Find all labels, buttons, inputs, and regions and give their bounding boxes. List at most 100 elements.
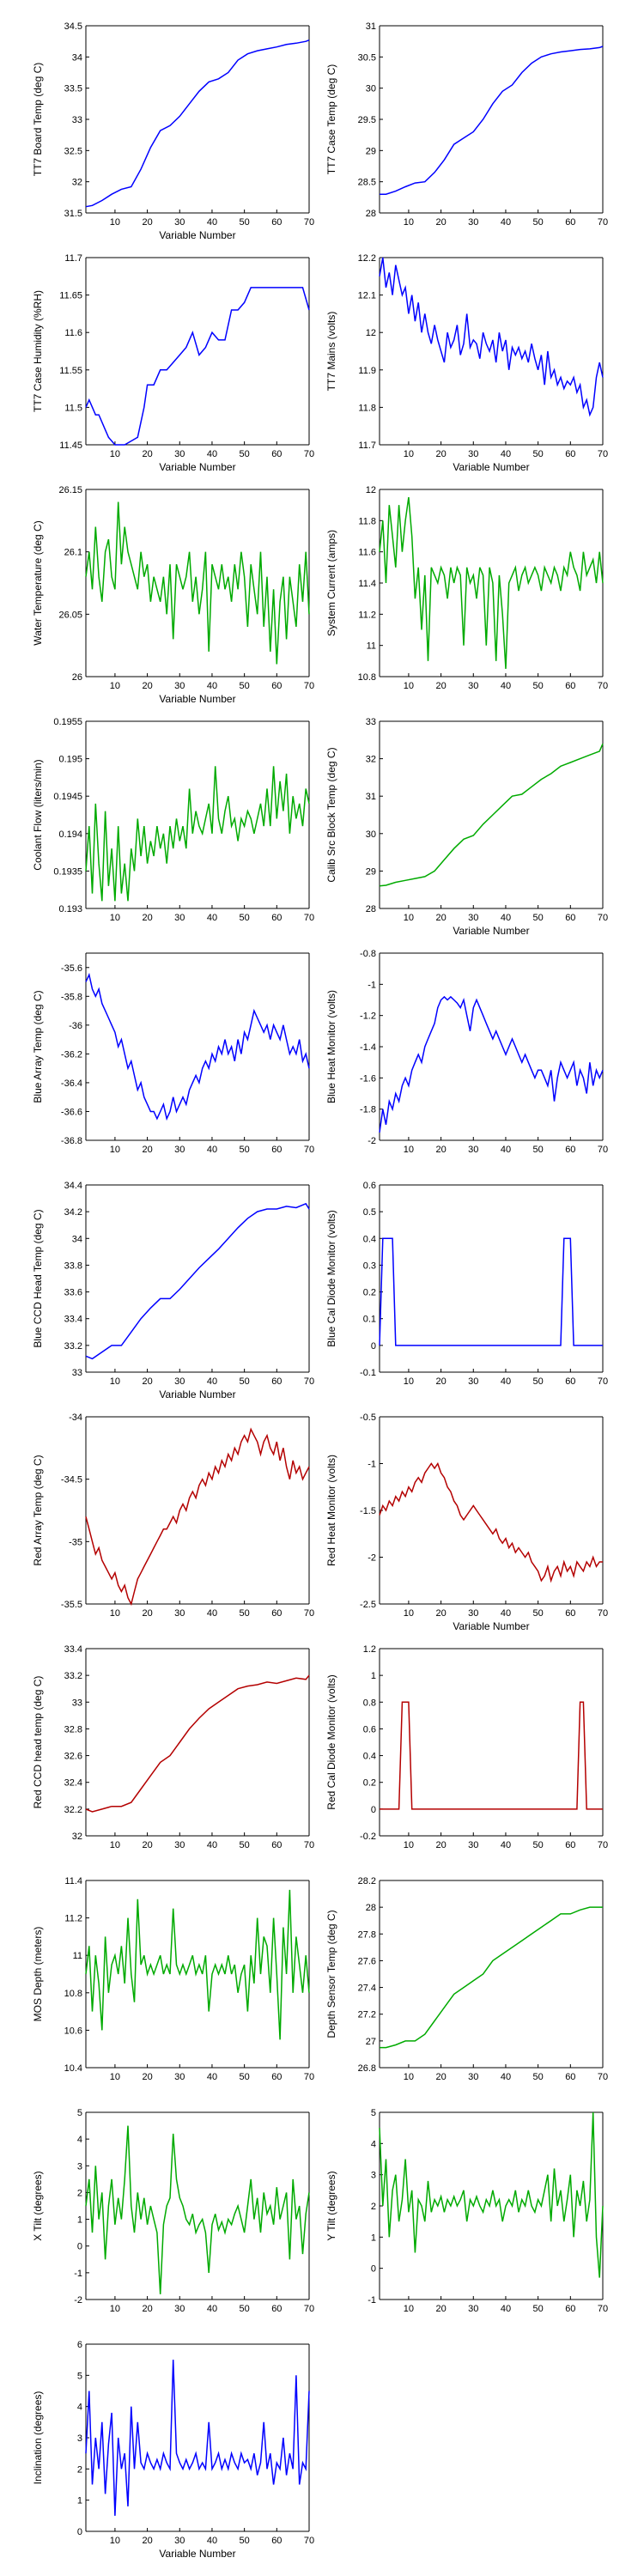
- series-line: [85, 1674, 310, 1813]
- y-tick-label: 32: [72, 178, 82, 188]
- y-tick-label: -1.5: [360, 1506, 376, 1516]
- x-tick-label: 40: [501, 1145, 511, 1155]
- y-tick-label: 30: [366, 84, 376, 94]
- y-tick-label: 11.9: [358, 366, 376, 376]
- y-tick-label: 10.4: [64, 2063, 82, 2074]
- y-tick-label: 33.6: [64, 1288, 82, 1298]
- x-tick-label: 70: [304, 449, 314, 459]
- x-tick-label: 60: [271, 2536, 282, 2546]
- x-tick-label: 10: [110, 449, 120, 459]
- x-tick-label: 50: [240, 913, 250, 923]
- y-tick-label: 26.1: [64, 548, 82, 558]
- x-tick-label: 70: [598, 1376, 608, 1387]
- x-tick-label: 40: [207, 2536, 217, 2546]
- y-tick-label: 27.4: [358, 1984, 376, 1994]
- y-tick-label: -0.8: [360, 949, 376, 959]
- x-tick-label: 30: [468, 449, 478, 459]
- y-tick-label: 29: [366, 146, 376, 156]
- series-line: [379, 1237, 603, 1346]
- x-tick-label: 50: [533, 217, 544, 228]
- y-tick-label: 11: [367, 641, 376, 652]
- plot-18: 10 20 30 40 50 60 70 26.8 27 27.2 27.4 27.6 27.8 28 28…: [325, 1876, 608, 2082]
- plot-2: 10 20 30 40 50 60 70 28 28.5 29 29.5 30 30.5 31 TT7 Ca…: [325, 21, 608, 228]
- x-tick-label: 50: [240, 449, 250, 459]
- x-tick-label: 30: [174, 1840, 185, 1850]
- x-tick-label: 10: [110, 1145, 120, 1155]
- y-tick-label: -36.4: [61, 1078, 82, 1089]
- y-tick-label: 3: [77, 2433, 82, 2444]
- y-tick-label: 2: [371, 2202, 376, 2212]
- x-tick-label: 20: [435, 681, 446, 691]
- y-tick-label: 4: [77, 2135, 82, 2145]
- series-line: [85, 287, 310, 446]
- y-tick-label: -36.6: [61, 1107, 82, 1117]
- y-tick-label: 6: [77, 2340, 82, 2350]
- y-tick-label: 27.2: [358, 2010, 376, 2020]
- series-line: [380, 1906, 603, 2049]
- y-tick-label: 1: [371, 1671, 376, 1681]
- y-tick-label: 2: [77, 2188, 82, 2198]
- x-tick-label: 10: [110, 913, 120, 923]
- y-tick-label: 31.5: [64, 209, 82, 219]
- x-tick-label: 40: [501, 1608, 511, 1619]
- y-tick-label: 0.5: [363, 1207, 376, 1218]
- y-tick-label: 27.6: [358, 1956, 376, 1966]
- y-axis-label: Red Cal Diode Monitor (volts): [325, 1674, 337, 1809]
- x-tick-label: 20: [142, 1145, 152, 1155]
- x-tick-label: 50: [533, 1376, 544, 1387]
- y-tick-label: -1: [74, 2269, 82, 2279]
- y-tick-label: 0: [371, 1805, 376, 1815]
- y-tick-label: 11.6: [358, 548, 376, 558]
- y-tick-label: 4: [371, 2139, 376, 2149]
- y-axis-label: Blue CCD Head Temp (deg C): [32, 1209, 44, 1347]
- y-tick-label: 10.8: [64, 1989, 82, 1999]
- y-tick-label: 0: [77, 2242, 82, 2252]
- x-tick-label: 40: [207, 1145, 217, 1155]
- plot-9: 10 20 30 40 50 60 70 -35.6 -35.8 -36 -36.2 -36.4 -36…: [32, 952, 314, 1155]
- x-tick-label: 30: [174, 2536, 185, 2546]
- y-tick-label: 31: [366, 792, 376, 802]
- x-tick-label: 20: [435, 913, 446, 923]
- x-tick-label: 40: [501, 913, 511, 923]
- y-tick-label: 0.195: [58, 755, 82, 765]
- plot-3: 10 20 30 40 50 60 70 11.45 11.5 11.55 11.6 11.65 11.…: [32, 253, 314, 473]
- x-tick-label: 30: [468, 681, 478, 691]
- y-tick-label: 32.4: [64, 1778, 82, 1789]
- y-tick-label: -0.5: [360, 1413, 376, 1423]
- y-axis-label: Calib Src Block Temp (deg C): [325, 747, 337, 882]
- x-tick-label: 60: [565, 449, 575, 459]
- y-tick-label: 33.4: [64, 1644, 82, 1655]
- series-line: [379, 257, 604, 417]
- x-axis-label: Variable Number: [453, 1620, 529, 1632]
- y-tick-label: 11.8: [358, 516, 376, 526]
- x-tick-label: 70: [598, 1608, 608, 1619]
- plot-1: 10 20 30 40 50 60 70 31.5 32 32.5 33 33.5 34 34.5 Vari…: [32, 21, 314, 241]
- y-tick-label: -35: [69, 1537, 82, 1547]
- x-tick-label: 50: [533, 913, 544, 923]
- y-axis-label: X Tilt (degrees): [32, 2171, 44, 2240]
- x-tick-label: 60: [271, 913, 282, 923]
- x-tick-label: 50: [533, 1145, 544, 1155]
- y-tick-label: 33.2: [64, 1671, 82, 1681]
- plot-20: 10 20 30 40 50 60 70 -1 0 1 2 3 4 5 Y Tilt (degrees): [325, 2108, 608, 2314]
- plot-16: 10 20 30 40 50 60 70 -0.2 0 0.2 0.4 0.6 0.8 1 1.2 Red C…: [325, 1644, 608, 1850]
- series-line: [379, 995, 604, 1133]
- x-axis-label: Variable Number: [159, 229, 235, 241]
- x-tick-label: 60: [271, 1608, 282, 1619]
- x-tick-label: 60: [565, 1145, 575, 1155]
- plot-17: 10 20 30 40 50 60 70 10.4 10.6 10.8 11 11.2 11.4 MOS …: [32, 1876, 314, 2082]
- x-tick-label: 20: [435, 2304, 446, 2314]
- y-tick-label: -2: [74, 2295, 82, 2306]
- y-tick-label: 12.2: [358, 253, 376, 264]
- x-tick-label: 10: [404, 217, 414, 228]
- y-tick-label: -34.5: [61, 1475, 82, 1485]
- plot-13: 10 20 30 40 50 60 70 -34 -34.5 -35 -35.5 Red Array …: [32, 1413, 314, 1619]
- x-tick-label: 50: [240, 2304, 250, 2314]
- x-tick-label: 10: [110, 2536, 120, 2546]
- y-axis-label: Inclination (degrees): [32, 2391, 44, 2485]
- x-tick-label: 60: [565, 2072, 575, 2082]
- y-tick-label: 11.45: [59, 440, 82, 451]
- plot-7: 10 20 30 40 50 60 70 0.193 0.1935 0.194 0.1945 0.19…: [32, 717, 314, 923]
- plot-21: 10 20 30 40 50 60 70 0 1 2 3 4 5 6 Variable Number Incl…: [32, 2340, 314, 2560]
